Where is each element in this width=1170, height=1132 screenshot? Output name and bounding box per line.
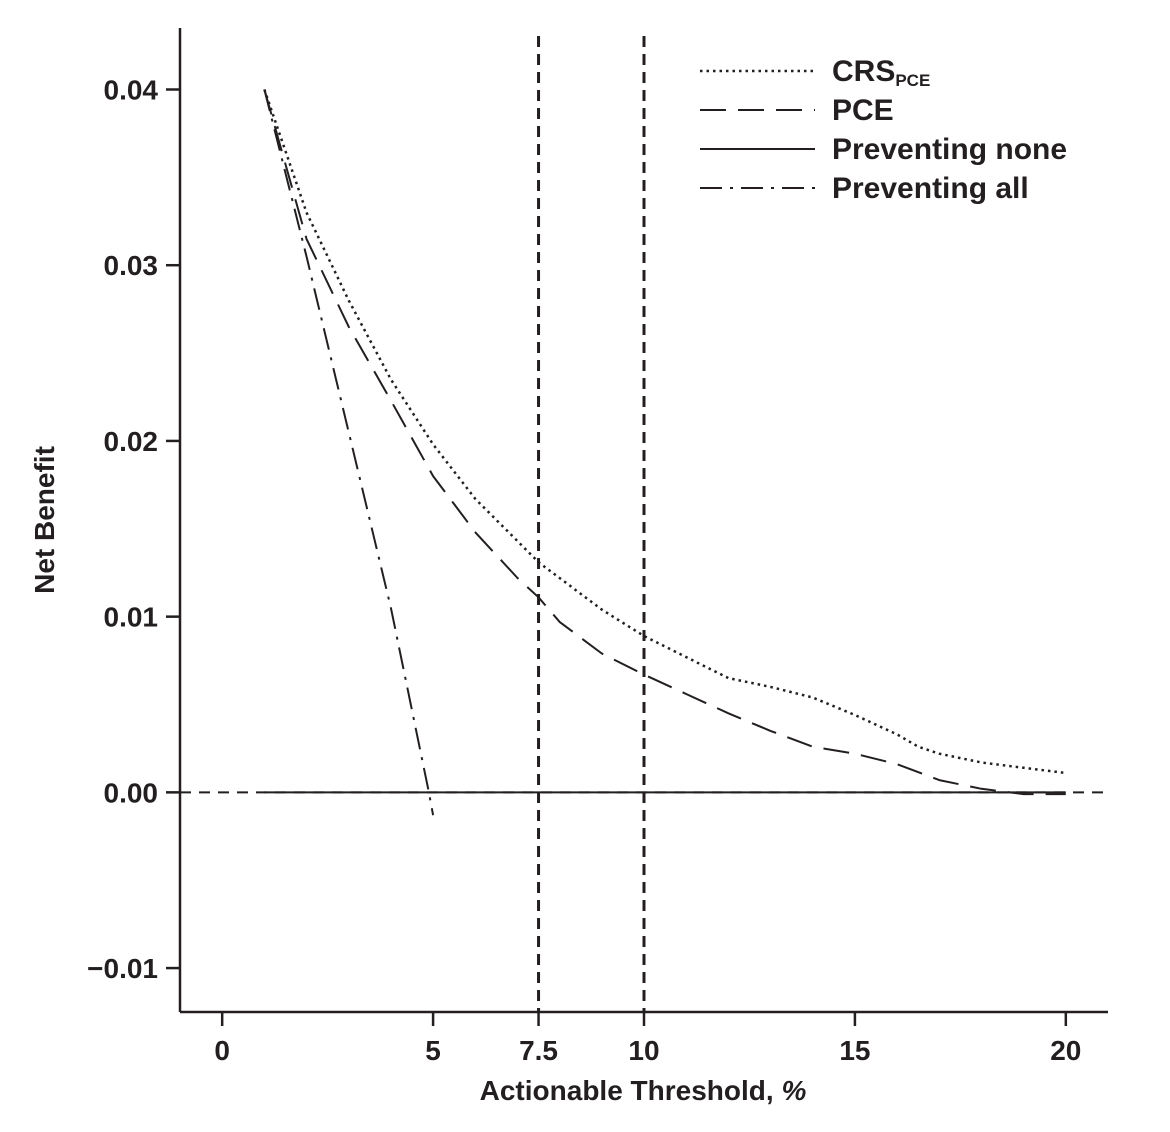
- y-tick-label: 0.00: [104, 777, 159, 808]
- y-tick-label: 0.02: [104, 426, 159, 457]
- y-tick-label: 0.01: [104, 602, 159, 633]
- legend-label: CRSPCE: [832, 55, 930, 90]
- x-tick-label: 15: [839, 1035, 870, 1066]
- axes: −0.01 0.00 0.01 0.02 0.03 0.04 0 5 7.5 10 15 20: [87, 28, 1108, 1066]
- y-tick-label: −0.01: [87, 953, 158, 984]
- legend-label: Preventing none: [832, 133, 1067, 166]
- x-tick-label: 10: [628, 1035, 659, 1066]
- x-tick-label: 7.5: [519, 1035, 558, 1066]
- legend-label: PCE: [832, 94, 894, 127]
- series-line-preventing-all: [263, 89, 435, 816]
- legend: CRSPCE PCE Preventing none Preventing all: [700, 55, 1067, 205]
- y-axis-title: Net Benefit: [29, 446, 60, 594]
- x-tick-label: 5: [425, 1035, 441, 1066]
- x-tick-label: 0: [214, 1035, 230, 1066]
- legend-label: Preventing all: [832, 172, 1029, 205]
- series-line-crs: [263, 89, 1066, 775]
- x-tick-label: 20: [1050, 1035, 1081, 1066]
- y-tick-label: 0.03: [104, 250, 159, 281]
- series-line-pce: [263, 89, 1066, 796]
- series-lines: [263, 89, 1066, 816]
- x-axis-title: Actionable Threshold, %: [480, 1075, 807, 1106]
- y-tick-label: 0.04: [104, 75, 159, 106]
